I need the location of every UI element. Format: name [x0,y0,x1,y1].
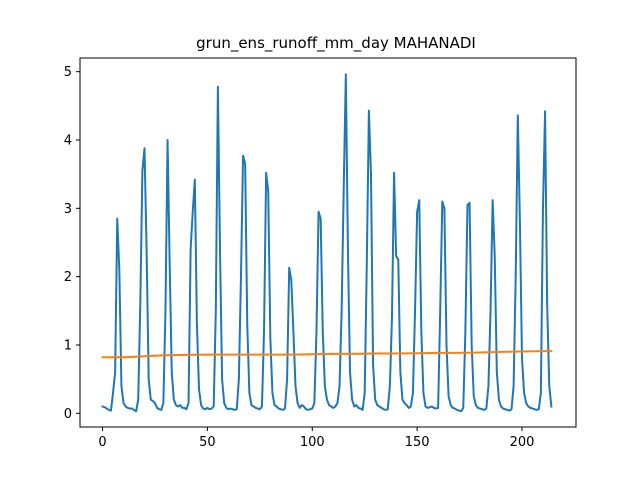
axes: 0 50 100 150 200 0 1 2 3 4 5 [64,57,577,450]
series-line-1 [101,350,553,359]
x-tick-label-0: 0 [98,435,106,450]
plot-area [101,73,553,413]
chart-title: grun_ens_runoff_mm_day MAHANADI [196,34,476,53]
y-tick-label-0: 0 [64,407,72,422]
y-tick-label-5: 5 [64,65,72,80]
x-tick-label-1: 50 [199,435,216,450]
x-tick-label-4: 200 [510,435,535,450]
y-tick-label-2: 2 [64,270,72,285]
x-tick-label-3: 150 [405,435,430,450]
axes-frame [79,57,577,428]
y-tick-label-3: 3 [64,202,72,217]
series-line-0 [101,73,553,413]
x-tick-label-2: 100 [300,435,325,450]
y-tick-label-1: 1 [64,339,72,354]
y-tick-label-4: 4 [64,134,72,149]
